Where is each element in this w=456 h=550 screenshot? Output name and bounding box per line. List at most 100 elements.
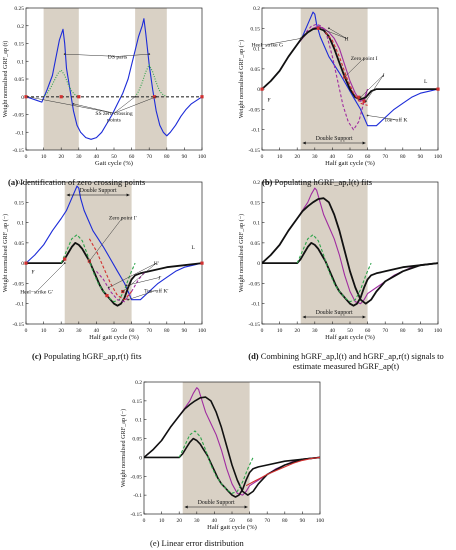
x-tick-label: 10 — [41, 154, 47, 160]
band-label: Double Support — [80, 188, 117, 194]
arrow-head — [63, 262, 66, 265]
annotation-arrow — [27, 96, 115, 114]
y-tick-label: -0.1 — [15, 302, 24, 308]
series-group — [26, 18, 202, 140]
annotation-arrow — [367, 115, 396, 120]
chart-d: 0 10 20 30 40 50 60 70 80 90 100 -0.15 -0.1 -0.05 0 0.0… — [238, 180, 442, 341]
x-axis-label: Half gait cycle (%) — [89, 334, 139, 341]
zero-point-marker — [24, 261, 28, 265]
x-axis-label: Half gait cycle (%) — [207, 524, 257, 531]
y-tick-label: 0 — [21, 95, 24, 101]
annotation-arrow — [117, 53, 150, 57]
y-tick-label: 0.2 — [17, 24, 24, 30]
arrow-head — [134, 95, 137, 98]
y-tick-label: 0.15 — [132, 399, 142, 405]
x-tick-label: 100 — [198, 328, 207, 334]
y-tick-label: 0.2 — [253, 180, 260, 186]
x-tick-label: 90 — [300, 518, 306, 524]
series-line-0 — [26, 185, 202, 301]
band-arrow-left — [66, 193, 70, 197]
arrow-head — [107, 286, 110, 289]
annotation-label: H — [344, 36, 348, 42]
x-axis-label: Half gait cycle (%) — [325, 160, 375, 167]
chart-b: 0 10 20 30 40 50 60 70 80 90 100 -0.15 -0.1 -0.05 0 0.0… — [238, 6, 442, 167]
arrow-head — [366, 114, 369, 117]
y-tick-label: -0.05 — [249, 107, 261, 113]
chart-a: 0 10 20 30 40 50 60 70 80 90 100 -0.15 -0.1 -0.05 0 0.0… — [2, 6, 206, 167]
arrow-head — [359, 96, 362, 99]
series-line-4 — [245, 456, 320, 487]
arrow-head — [327, 27, 330, 30]
series-line-3 — [95, 270, 147, 303]
x-tick-label: 0 — [261, 154, 264, 160]
x-tick-label: 10 — [277, 154, 283, 160]
arrow-head — [155, 95, 158, 98]
caption-b: (b) Populating hGRF_ap,l(t) fits — [262, 177, 373, 187]
shaded-band-0 — [300, 8, 368, 150]
caption-e: (e) Linear error distribution — [150, 538, 244, 548]
annotation-label: Toe−off K' — [144, 287, 168, 294]
x-tick-label: 100 — [316, 518, 325, 524]
caption-d: (d) Combining hGRF_ap,l(t) and hGRF_ap,r… — [248, 351, 444, 371]
series-line-4 — [324, 31, 368, 106]
caption-a: (a) Identification of zero crossing poin… — [8, 177, 146, 187]
annotation-arrow — [73, 103, 115, 114]
x-tick-label: 20 — [58, 328, 64, 334]
x-tick-label: 40 — [212, 518, 218, 524]
annotation-label: L — [424, 79, 428, 85]
band-label: Double Support — [316, 136, 353, 142]
caption-c: (c) Populating hGRF_ap,r(t) fits — [32, 351, 142, 361]
x-tick-label: 40 — [94, 154, 100, 160]
x-tick-label: 80 — [164, 328, 170, 334]
x-tick-label: 30 — [312, 154, 318, 160]
annotation-label: points — [107, 118, 121, 124]
y-tick-label: 0.05 — [250, 241, 260, 247]
annotation-arrow — [64, 53, 118, 57]
band-arrow-left — [302, 141, 306, 145]
series-line-1 — [144, 396, 320, 496]
zero-point-marker — [24, 95, 28, 99]
x-tick-label: 70 — [146, 154, 152, 160]
annotation-label: Zero point I — [351, 56, 378, 62]
series-line-1 — [43, 69, 80, 98]
y-tick-label: 0.05 — [250, 67, 260, 73]
y-axis-label: Weight normalised GRF_ap (−) — [238, 214, 245, 292]
arrow-head — [121, 290, 124, 293]
band-label: Double Support — [316, 310, 353, 316]
annotation-label: Toe−off K — [384, 117, 407, 124]
y-tick-label: 0 — [21, 261, 24, 267]
chart-c: 0 10 20 30 40 50 60 70 80 90 100 -0.15 -0.1 -0.05 0 0.0… — [2, 180, 206, 341]
y-tick-label: 0 — [139, 455, 142, 461]
zero-point-marker — [357, 95, 361, 99]
x-tick-label: 50 — [229, 518, 235, 524]
arrow-head — [127, 298, 129, 301]
zero-point-marker — [59, 95, 63, 99]
x-tick-label: 10 — [277, 328, 283, 334]
annotation-label: Zero point I' — [109, 215, 137, 221]
x-tick-label: 50 — [111, 154, 117, 160]
series-line-3 — [262, 27, 438, 101]
x-axis-label: Gait cycle (%) — [95, 160, 133, 167]
annotation-arrow — [319, 28, 347, 39]
x-tick-label: 90 — [182, 154, 188, 160]
x-tick-label: 70 — [382, 328, 388, 334]
zero-point-marker — [436, 87, 440, 91]
annotation-arrow — [108, 262, 157, 288]
series-group — [144, 387, 320, 498]
annotation-label: SS zero crossing — [95, 111, 132, 117]
x-tick-label: 30 — [76, 154, 82, 160]
y-tick-label: -0.05 — [13, 281, 25, 287]
x-tick-label: 70 — [264, 518, 270, 524]
x-tick-label: 60 — [365, 154, 371, 160]
x-tick-label: 50 — [347, 328, 353, 334]
series-group — [26, 185, 202, 307]
band-arrow-right — [244, 505, 248, 509]
x-tick-label: 50 — [111, 328, 117, 334]
annotation-arrow — [113, 96, 136, 114]
x-tick-label: 60 — [365, 328, 371, 334]
arrow-head — [63, 53, 66, 56]
shaded-band-0 — [64, 182, 132, 324]
zero-point-marker — [105, 294, 109, 298]
series-line-2 — [300, 23, 369, 131]
x-tick-label: 60 — [129, 328, 135, 334]
